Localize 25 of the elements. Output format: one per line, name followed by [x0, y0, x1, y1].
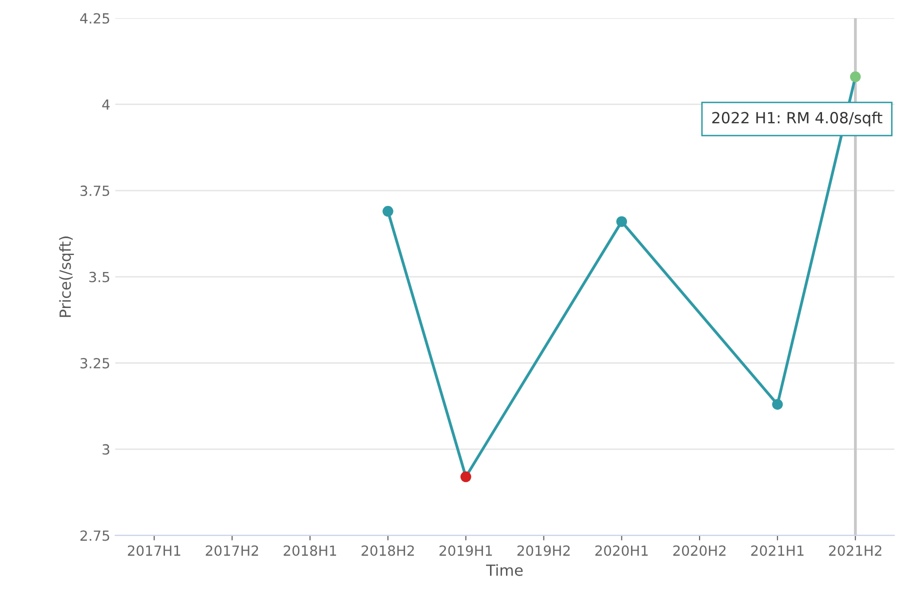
x-tick-label: 2021H1: [751, 545, 804, 556]
x-tick-label: 2020H2: [673, 545, 726, 556]
y-tick-label: 3: [102, 444, 110, 455]
x-tick-label: 2021H2: [829, 545, 882, 556]
x-axis-title: Time: [486, 564, 523, 576]
annotation: 2022 H1: RM 4.08/sqft: [712, 112, 882, 126]
x-tick-label: 2018H1: [284, 545, 336, 556]
y-tick-label: 3.75: [80, 186, 110, 196]
y-tick-label: 4.25: [80, 13, 110, 24]
x-tick-label: 2019H1: [440, 545, 492, 556]
point: [382, 206, 394, 217]
x-tick-label: 2017H1: [128, 545, 180, 556]
x-tick-label: 2017H2: [206, 545, 258, 556]
y-tick-label: 2.75: [80, 530, 110, 541]
point: [772, 399, 783, 410]
x-tick-label: 2020H1: [595, 545, 648, 556]
point: [616, 216, 628, 227]
x-tick-label: 2018H2: [362, 545, 414, 556]
point: [850, 71, 861, 82]
x-tick-label: 2019H2: [517, 545, 570, 556]
y-tick-label: 3.25: [80, 358, 110, 368]
point: [460, 471, 472, 482]
y-axis-title: Price(/sqft): [59, 236, 74, 317]
y-tick-label: 3.5: [89, 272, 110, 282]
y-tick-label: 4: [102, 100, 110, 110]
